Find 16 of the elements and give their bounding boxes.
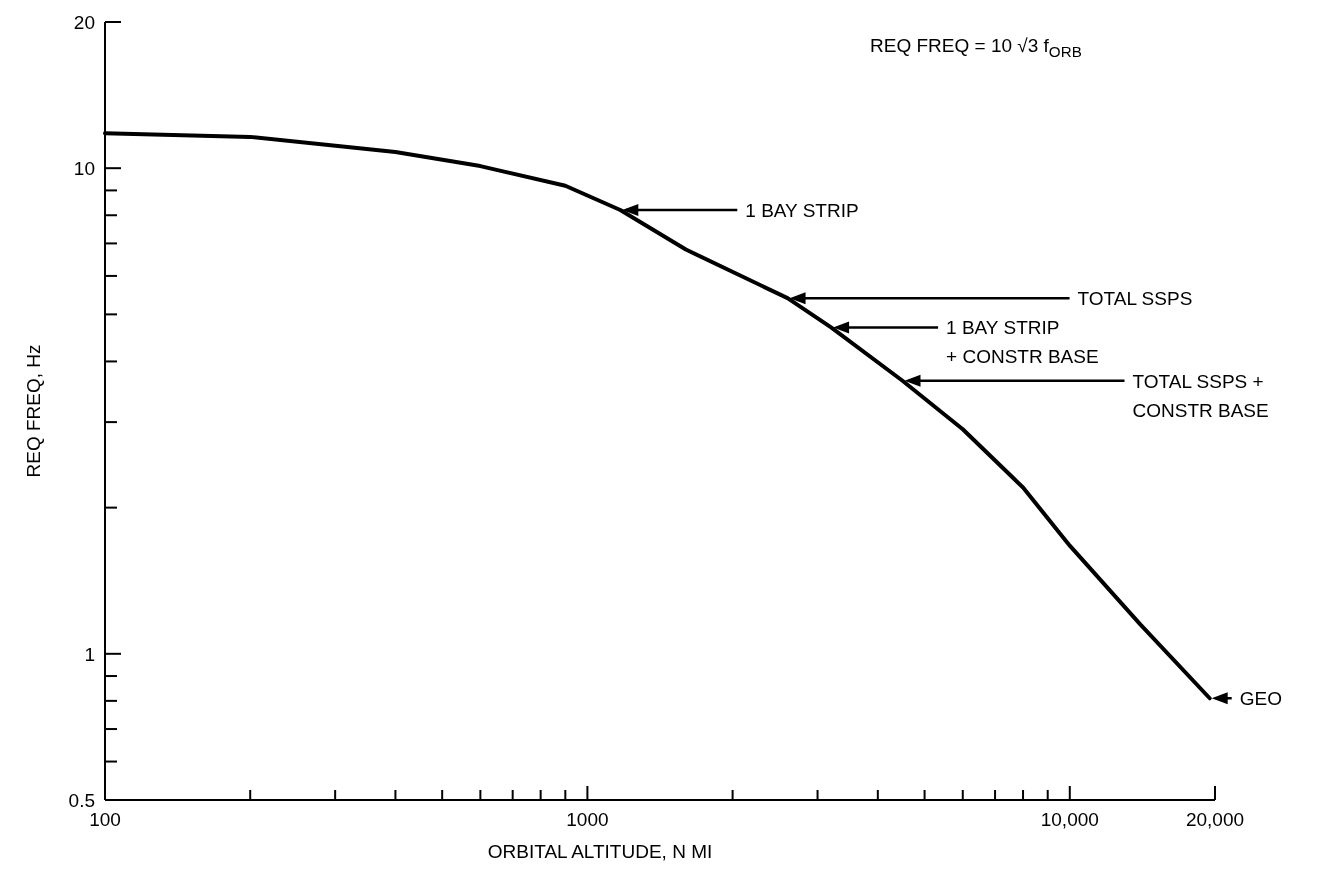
annotation: REQ FREQ = 10 √3 f$_{ORB}$ xyxy=(870,35,1082,60)
y-tick-label: 20 xyxy=(73,12,95,33)
annotation: 1 BAY STRIP xyxy=(745,200,859,222)
annotation: TOTAL SSPS xyxy=(1077,288,1193,310)
annotation: TOTAL SSPS + CONSTR BASE xyxy=(1132,370,1269,421)
annotation: GEO xyxy=(1239,688,1282,710)
y-tick-label: 10 xyxy=(73,158,95,180)
annotation: 1 BAY STRIP + CONSTR BASE xyxy=(946,317,1099,368)
x-tick-label: 10,000 xyxy=(1040,809,1099,830)
y-axis-title: REQ FREQ, Hz xyxy=(23,344,44,478)
x-tick-label: 1000 xyxy=(566,809,609,830)
y-tick-label: 1 xyxy=(84,643,95,665)
x-tick-label: 100 xyxy=(89,809,121,830)
x-axis-title: ORBITAL ALTITUDE, N MI xyxy=(487,841,713,862)
y-tick-label: 0.5 xyxy=(68,790,95,811)
x-tick-label: 20,000 xyxy=(1185,809,1245,830)
